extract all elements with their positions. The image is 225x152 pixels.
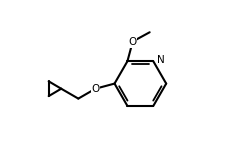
Text: O: O (128, 37, 136, 47)
Text: N: N (156, 55, 164, 66)
Text: O: O (91, 84, 99, 94)
